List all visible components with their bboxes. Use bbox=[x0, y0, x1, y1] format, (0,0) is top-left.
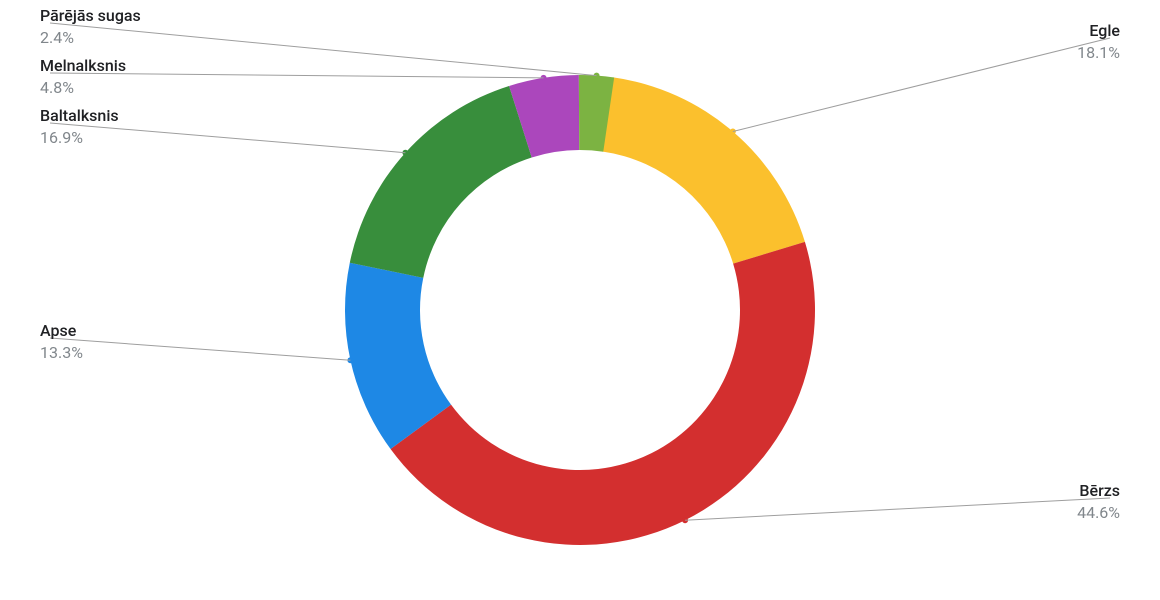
slice-label-percent: 4.8% bbox=[40, 77, 126, 99]
slice-label-name: Bērzs bbox=[1077, 480, 1120, 502]
slice-label-percent: 18.1% bbox=[1077, 42, 1120, 64]
slice-label-name: Baltalksnis bbox=[40, 105, 119, 127]
slice-label-name: Egle bbox=[1077, 20, 1120, 42]
slice-label-percent: 2.4% bbox=[40, 27, 141, 49]
slice-label-percent: 16.9% bbox=[40, 127, 119, 149]
slice-label: Melnalksnis4.8% bbox=[40, 55, 126, 98]
slice-label: Pārējās sugas2.4% bbox=[40, 5, 141, 48]
slice-label: Egle18.1% bbox=[1077, 20, 1120, 63]
slice-label-name: Apse bbox=[40, 320, 83, 342]
slice-label: Apse13.3% bbox=[40, 320, 83, 363]
donut-svg bbox=[0, 0, 1160, 600]
slice-label-name: Pārējās sugas bbox=[40, 5, 141, 27]
donut-chart: Egle18.1%Bērzs44.6%Apse13.3%Baltalksnis1… bbox=[0, 0, 1160, 600]
slice-label-percent: 13.3% bbox=[40, 342, 83, 364]
slice-label: Baltalksnis16.9% bbox=[40, 105, 119, 148]
slice-label-percent: 44.6% bbox=[1077, 502, 1120, 524]
slice-label: Bērzs44.6% bbox=[1077, 480, 1120, 523]
slice-label-name: Melnalksnis bbox=[40, 55, 126, 77]
